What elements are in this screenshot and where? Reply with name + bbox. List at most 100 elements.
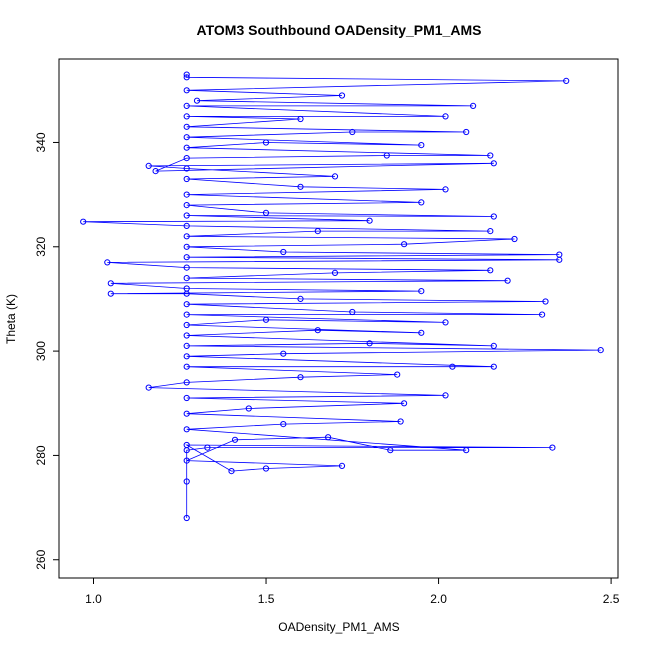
data-point xyxy=(442,113,449,120)
data-point xyxy=(442,392,449,399)
x-tick-label: 1.5 xyxy=(258,592,275,606)
data-point xyxy=(563,77,570,85)
data-point xyxy=(297,115,304,123)
data-point xyxy=(262,209,270,216)
data-point xyxy=(183,342,190,349)
data-point xyxy=(463,447,470,454)
data-point xyxy=(331,269,339,276)
data-point xyxy=(338,462,346,469)
data-point xyxy=(183,353,190,360)
data-point xyxy=(490,213,497,220)
data-point xyxy=(183,379,190,386)
data-point xyxy=(280,350,287,357)
data-point xyxy=(487,228,494,235)
chart-title: ATOM3 Southbound OADensity_PM1_AMS xyxy=(197,22,482,38)
data-point xyxy=(183,202,190,209)
data-point xyxy=(262,465,270,472)
data-point xyxy=(442,319,449,326)
data-point xyxy=(470,102,477,110)
y-tick-label: 340 xyxy=(34,132,48,152)
data-point xyxy=(183,212,190,219)
data-point xyxy=(366,340,373,347)
plot-marks xyxy=(80,71,604,522)
data-point xyxy=(401,241,408,248)
data-point xyxy=(183,113,190,120)
data-point xyxy=(183,332,190,339)
data-point xyxy=(262,316,270,323)
data-point xyxy=(183,478,190,485)
x-tick-label: 1.0 xyxy=(85,592,102,606)
data-point xyxy=(325,434,332,441)
series-line xyxy=(83,74,601,518)
data-point xyxy=(145,384,152,391)
data-point xyxy=(183,155,190,162)
data-point xyxy=(231,436,239,443)
y-axis-label: Theta (K) xyxy=(4,294,18,344)
data-point xyxy=(183,123,190,130)
data-point xyxy=(314,327,321,334)
data-point xyxy=(280,248,287,256)
data-point xyxy=(490,160,497,167)
data-point xyxy=(556,251,563,258)
data-point xyxy=(597,347,604,354)
data-point xyxy=(183,457,190,464)
data-point xyxy=(183,311,190,318)
data-point xyxy=(183,175,190,183)
data-point xyxy=(183,134,190,141)
data-point xyxy=(490,363,497,370)
data-point xyxy=(183,74,190,81)
data-point xyxy=(511,235,518,243)
data-point xyxy=(183,514,190,522)
data-point xyxy=(539,311,546,318)
data-point xyxy=(463,128,470,136)
data-point xyxy=(490,342,497,349)
y-tick-label: 320 xyxy=(34,236,48,256)
data-point xyxy=(183,165,190,172)
y-tick-label: 280 xyxy=(34,445,48,465)
data-point xyxy=(280,421,287,428)
data-point xyxy=(183,426,190,433)
data-point xyxy=(183,233,190,240)
data-point xyxy=(107,290,114,297)
data-point xyxy=(228,468,235,475)
data-point xyxy=(418,142,425,149)
data-point xyxy=(183,222,190,229)
data-point xyxy=(183,191,190,198)
data-point xyxy=(183,243,190,250)
data-point xyxy=(193,97,201,104)
data-point xyxy=(549,444,556,451)
data-point xyxy=(262,139,270,146)
x-tick-label: 2.0 xyxy=(430,592,447,606)
y-tick-label: 300 xyxy=(34,341,48,361)
data-point xyxy=(183,285,190,292)
data-point xyxy=(183,441,190,449)
data-point xyxy=(183,71,190,78)
data-point xyxy=(183,301,190,308)
data-point xyxy=(204,444,211,451)
data-point xyxy=(183,321,190,329)
data-point xyxy=(401,400,408,407)
plot-frame xyxy=(58,58,619,579)
data-point xyxy=(418,288,425,295)
data-point xyxy=(338,92,346,99)
data-point xyxy=(104,259,111,266)
data-point xyxy=(145,162,152,169)
data-point xyxy=(418,329,425,336)
data-point xyxy=(297,374,304,381)
data-point xyxy=(487,267,494,274)
axes: 1.0 1.5 2.0 2.5 260 280 300 320 340 xyxy=(34,58,620,606)
data-point xyxy=(504,277,511,284)
data-point xyxy=(297,295,304,302)
data-point xyxy=(394,371,401,378)
data-point xyxy=(418,199,425,206)
data-point xyxy=(331,173,339,180)
data-point xyxy=(487,152,494,159)
x-tick-label: 2.5 xyxy=(603,592,620,606)
data-point xyxy=(183,87,190,94)
data-point xyxy=(449,363,456,370)
data-point xyxy=(297,183,304,190)
data-point xyxy=(383,152,390,159)
y-tick-label: 260 xyxy=(34,549,48,569)
data-point xyxy=(152,168,159,175)
